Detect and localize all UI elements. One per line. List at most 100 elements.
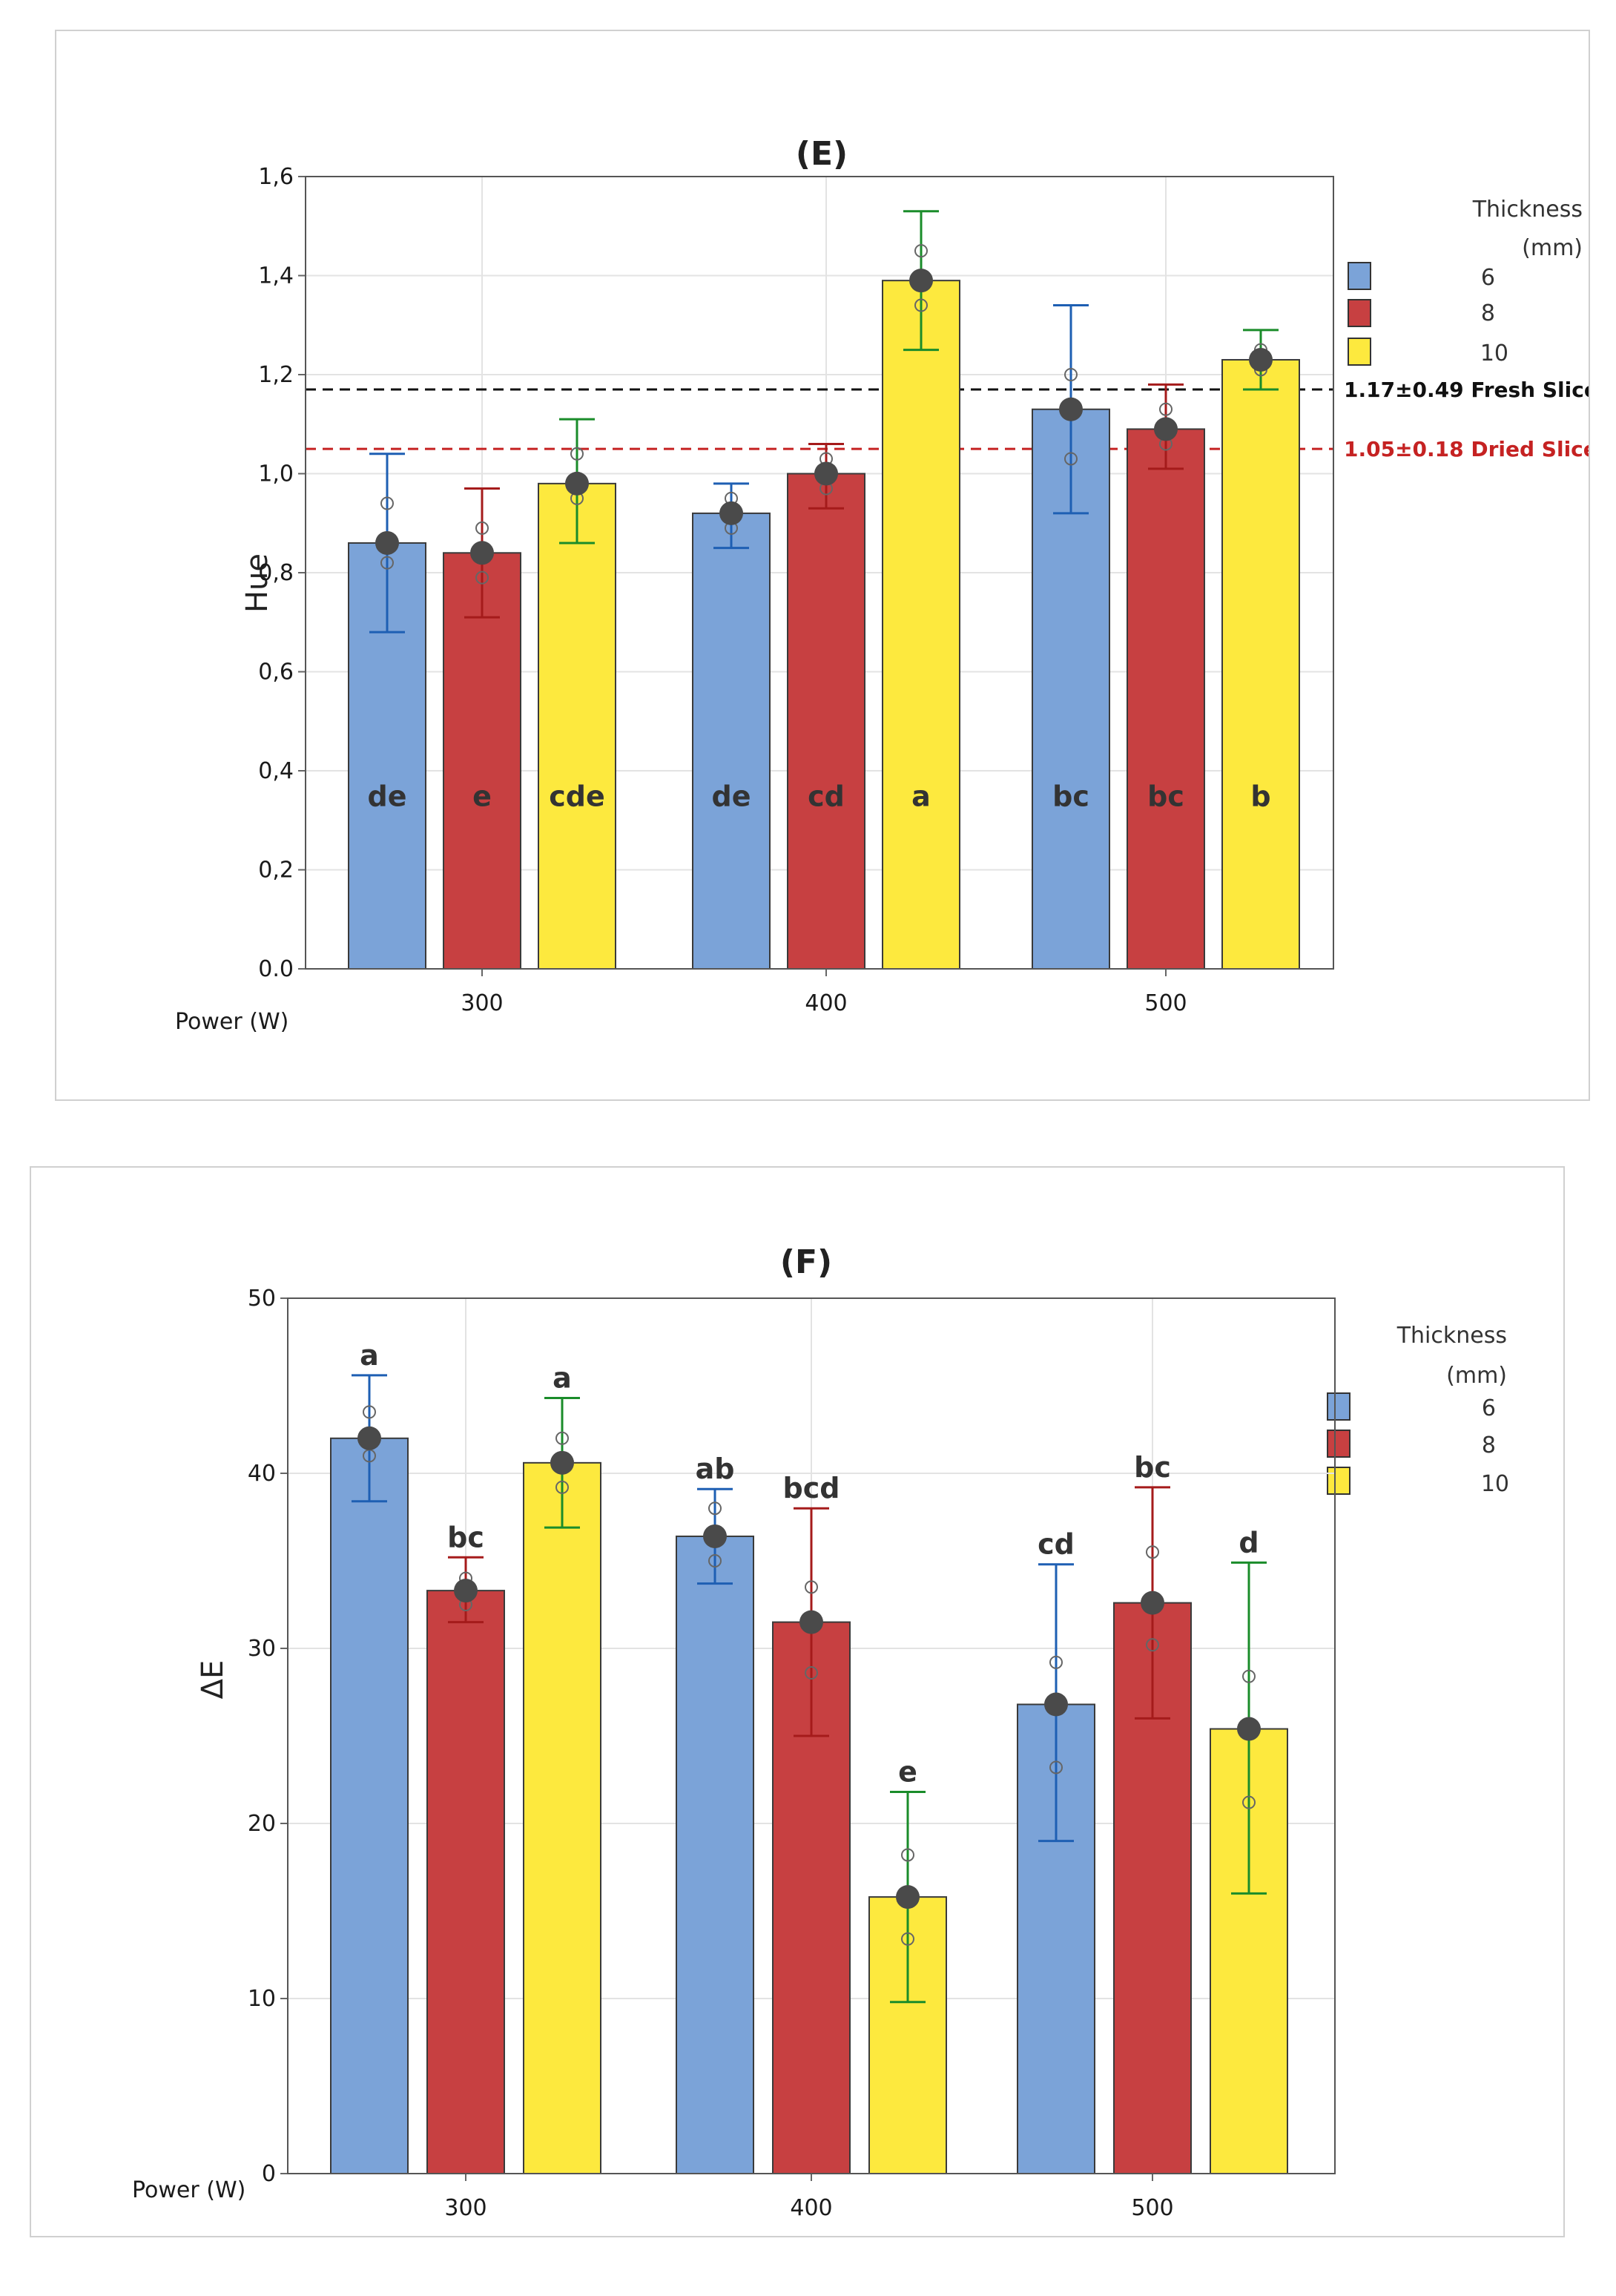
chart-e-significance-letter: e <box>472 780 492 812</box>
chart-e-bar <box>787 473 865 970</box>
chart-f-mean-point <box>1141 1591 1164 1615</box>
chart-f-mean-point <box>896 1885 920 1910</box>
legend-f-title-line1: Thickness <box>1396 1323 1507 1349</box>
chart-f-bar <box>523 1461 601 2174</box>
chart-e-bar <box>1127 428 1205 970</box>
chart-e-replicate-point <box>475 521 489 535</box>
chart-f-replicate-point <box>555 1431 569 1445</box>
chart-e-mean-point <box>814 461 838 486</box>
chart-e-reference-label: 1.17±0.49 Fresh Slice <box>1344 378 1589 402</box>
chart-f-mean-point <box>799 1610 823 1634</box>
chart-f-ytick-label: 40 <box>248 1461 276 1487</box>
chart-f-xtick-label: 500 <box>1131 2195 1173 2221</box>
chart-panel-e: (E) Power (W) Hue Thickness (mm) 6 8 10 … <box>55 30 1590 1101</box>
chart-e-replicate-point <box>1064 452 1078 466</box>
chart-f-significance-letter: a <box>553 1362 572 1395</box>
chart-e-ytick-label: 1,4 <box>258 263 294 289</box>
chart-e-replicate-point <box>475 570 489 585</box>
legend-e-item-10: 10 <box>1348 338 1508 366</box>
chart-e-bar <box>882 280 960 970</box>
legend-e-swatch-red <box>1348 299 1371 327</box>
chart-f-ytick-label: 50 <box>248 1286 276 1312</box>
chart-f-mean-point <box>703 1524 727 1548</box>
chart-f-bar <box>426 1590 505 2174</box>
chart-e-significance-letter: cd <box>808 780 845 812</box>
chart-f-mean-point <box>454 1579 478 1603</box>
legend-f-label-8: 8 <box>1482 1432 1496 1458</box>
chart-e-ytick-label: 0.0 <box>258 956 294 982</box>
chart-f-replicate-point <box>901 1848 914 1862</box>
chart-e-plot-frame <box>305 176 1334 970</box>
chart-e-significance-letter: b <box>1250 780 1270 812</box>
legend-f-label-6: 6 <box>1482 1395 1496 1421</box>
chart-f-replicate-point <box>363 1405 376 1419</box>
chart-e-mean-point <box>1154 417 1178 441</box>
chart-f-replicate-point <box>1242 1669 1256 1683</box>
chart-f-replicate-point <box>805 1580 818 1594</box>
chart-f-mean-point <box>1237 1717 1261 1741</box>
chart-f-ytick-label: 30 <box>248 1636 276 1662</box>
chart-f-replicate-point <box>1146 1545 1159 1559</box>
chart-e-xtick-label: 500 <box>1144 990 1187 1016</box>
chart-f-xlabel: Power (W) <box>132 2177 245 2203</box>
chart-f-bar <box>330 1437 409 2174</box>
chart-f-significance-letter: bcd <box>783 1472 840 1504</box>
legend-e-label-10: 10 <box>1480 341 1508 366</box>
legend-e-label-6: 6 <box>1481 265 1495 291</box>
chart-f-ylabel: ΔE <box>196 1660 230 1700</box>
chart-e-replicate-point <box>380 556 394 570</box>
chart-e-mean-point <box>375 530 399 555</box>
legend-f-item-10: 10 <box>1327 1467 1509 1497</box>
chart-e-ytick-label: 0,8 <box>258 560 294 586</box>
legend-e-swatch-yellow <box>1348 338 1371 366</box>
chart-f-replicate-point <box>1242 1795 1256 1809</box>
chart-e-ylabel: Hue <box>240 553 274 613</box>
chart-e-ytick-label: 1,6 <box>258 164 294 190</box>
chart-f-xtick-label: 300 <box>444 2195 487 2221</box>
chart-f-significance-letter: cd <box>1038 1528 1075 1561</box>
legend-f-label-10: 10 <box>1481 1471 1509 1497</box>
chart-f-significance-letter: bc <box>1134 1451 1171 1484</box>
chart-f-mean-point <box>357 1426 381 1450</box>
chart-e-ytick-label: 1,0 <box>258 461 294 487</box>
chart-f-mean-point <box>1044 1692 1068 1717</box>
chart-e-mean-point <box>470 541 494 565</box>
chart-e-mean-point <box>1059 397 1083 421</box>
chart-f-svg: (F) Power (W) ΔE Thickness (mm) 6 8 10 0… <box>132 1243 1509 2221</box>
chart-f-significance-letter: d <box>1239 1526 1259 1559</box>
legend-f-swatch-blue <box>1327 1392 1350 1421</box>
chart-e-xtick-label: 400 <box>805 990 847 1016</box>
chart-e-significance-letter: bc <box>1147 780 1184 812</box>
chart-e-xtick-label: 300 <box>461 990 503 1016</box>
legend-f-title-line2: (mm) <box>1446 1363 1507 1389</box>
legend-f-item-8: 8 <box>1327 1430 1496 1458</box>
legend-e-item-6: 6 <box>1348 262 1495 291</box>
chart-e-bar <box>692 512 771 970</box>
chart-e-significance-letter: de <box>712 780 751 812</box>
chart-e-significance-letter: de <box>368 780 407 812</box>
chart-e-replicate-point <box>380 496 394 510</box>
chart-f-replicate-point <box>555 1480 569 1494</box>
legend-e-label-8: 8 <box>1481 300 1495 326</box>
chart-f-replicate-point <box>901 1932 914 1946</box>
legend-f-item-6: 6 <box>1327 1392 1496 1421</box>
chart-f-replicate-point <box>1049 1760 1063 1774</box>
chart-f-replicate-point <box>708 1501 722 1516</box>
chart-f-ytick-label: 20 <box>248 1811 276 1837</box>
chart-e-replicate-point <box>1064 368 1078 381</box>
chart-f-replicate-point <box>805 1666 818 1680</box>
chart-f-significance-letter: a <box>360 1339 379 1372</box>
legend-e-item-8: 8 <box>1348 299 1495 327</box>
chart-e-replicate-point <box>1159 402 1173 416</box>
chart-f-title: (F) <box>780 1243 832 1281</box>
chart-e-ytick-label: 0,6 <box>258 659 294 685</box>
chart-e-significance-letter: a <box>911 780 931 812</box>
chart-f-ytick-label: 10 <box>248 1986 276 2012</box>
chart-e-title: (E) <box>796 135 848 173</box>
chart-e-mean-point <box>719 501 743 525</box>
chart-e-ytick-label: 1,2 <box>258 362 294 388</box>
chart-panel-f: (F) Power (W) ΔE Thickness (mm) 6 8 10 0… <box>30 1166 1565 2237</box>
chart-e-bar <box>538 482 616 970</box>
legend-e-title-line1: Thickness <box>1472 197 1583 223</box>
chart-e-svg: (E) Power (W) Hue Thickness (mm) 6 8 10 … <box>175 135 1589 1035</box>
